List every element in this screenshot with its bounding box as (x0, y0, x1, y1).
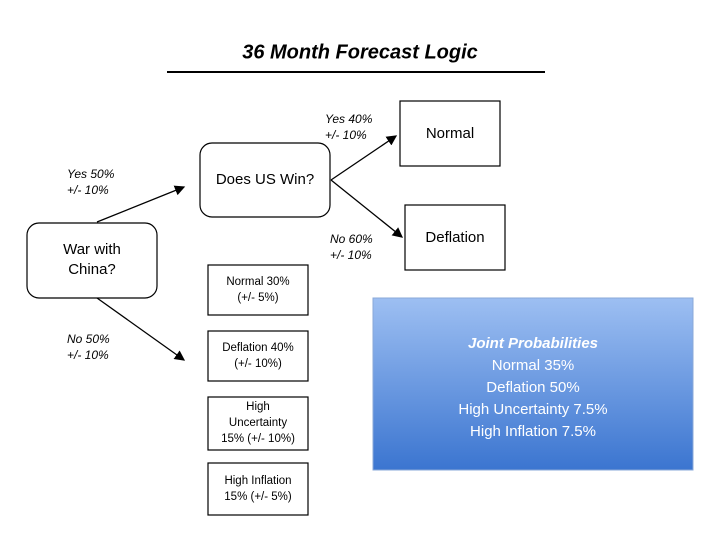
label: No 50% (67, 332, 110, 346)
node-war (26, 222, 158, 299)
label: Deflation 50% (486, 379, 579, 396)
label: High Inflation 7.5% (470, 423, 596, 440)
label: +/- 10% (67, 183, 109, 197)
label: Yes 40% (325, 112, 373, 126)
arrow (96, 185, 186, 223)
label: Normal (426, 125, 474, 142)
label: High Inflation (224, 475, 291, 487)
node-high-inflation (207, 462, 309, 516)
label: Normal 35% (492, 357, 575, 374)
joint-title: Joint Probabilities (468, 335, 598, 352)
label: (+/- 5%) (237, 292, 278, 304)
label: China? (68, 261, 116, 278)
node-high-uncertainty (207, 396, 309, 451)
label: High (246, 401, 270, 413)
label: Normal 30% (226, 276, 289, 288)
label: 15% (+/- 5%) (224, 491, 292, 503)
node-normal-30 (207, 264, 309, 316)
arrow (330, 135, 398, 181)
node-us-win (199, 142, 331, 218)
label: Yes 50% (67, 167, 115, 181)
node-normal (399, 100, 501, 167)
label: +/- 10% (67, 348, 109, 362)
node-deflation (404, 204, 506, 271)
label: Does US Win? (216, 171, 314, 188)
joint-box (372, 297, 694, 471)
labels: War with China? Does US Win? Normal Deflatio… (63, 112, 608, 503)
label: Deflation (425, 229, 484, 246)
label: (+/- 10%) (234, 358, 282, 370)
title: 36 Month Forecast Logic (242, 41, 478, 63)
label: High Uncertainty 7.5% (458, 401, 607, 418)
label: No 60% (330, 232, 373, 246)
label: Deflation 40% (222, 342, 294, 354)
node-deflation-40 (207, 330, 309, 382)
label: +/- 10% (325, 128, 367, 142)
label: +/- 10% (330, 248, 372, 262)
arrow (96, 297, 186, 361)
arrow (330, 179, 404, 238)
label: War with (63, 241, 121, 258)
label: 15% (+/- 10%) (221, 433, 295, 445)
label: Uncertainty (229, 417, 287, 429)
